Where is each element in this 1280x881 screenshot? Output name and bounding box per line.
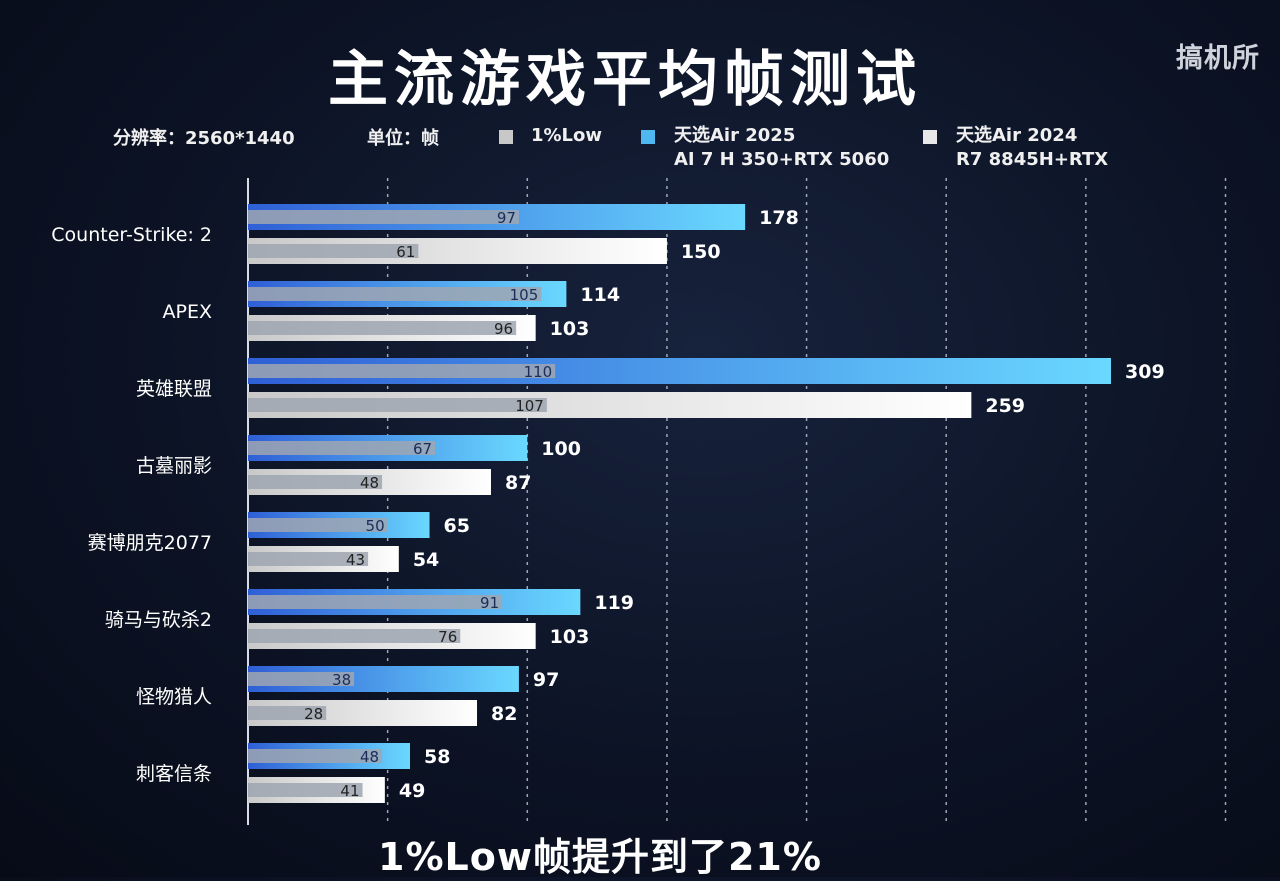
- bar-air2024-low: [248, 244, 419, 258]
- avg-value-label: 259: [985, 395, 1025, 417]
- avg-value-label: 82: [491, 703, 517, 725]
- low-value-label: 48: [360, 474, 379, 492]
- bar-air2024-low: [248, 552, 369, 566]
- avg-value-label: 178: [759, 207, 799, 229]
- legend-swatch-air2024: [923, 130, 937, 144]
- avg-value-label: 54: [413, 549, 439, 571]
- watermark: 搞机所: [1176, 43, 1260, 74]
- low-value-label: 91: [480, 594, 499, 612]
- category-label: APEX: [163, 301, 212, 323]
- low-value-label: 38: [332, 671, 351, 689]
- chart-title: 主流游戏平均帧测试: [328, 45, 922, 115]
- bar-air2024-low: [248, 398, 547, 412]
- avg-value-label: 119: [594, 592, 634, 614]
- bar-air2025-low: [248, 518, 388, 532]
- low-value-label: 97: [497, 209, 516, 227]
- legend-swatch-air2025: [641, 130, 655, 144]
- footer-caption: 1%Low帧提升到了21%: [378, 835, 822, 879]
- avg-value-label: 103: [550, 626, 590, 648]
- bar-air2025-low: [248, 595, 503, 609]
- category-label: 怪物猎人: [136, 686, 212, 708]
- bar-air2024-low: [248, 321, 517, 335]
- unit-label: 单位：帧: [367, 128, 439, 149]
- bar-air2024-low: [248, 475, 383, 489]
- resolution-label: 分辨率：2560*1440: [113, 128, 295, 149]
- avg-value-label: 150: [681, 241, 721, 263]
- low-value-label: 50: [366, 517, 385, 535]
- avg-value-label: 65: [444, 515, 470, 537]
- low-value-label: 61: [396, 243, 415, 261]
- low-value-label: 28: [304, 705, 323, 723]
- category-label: 骑马与砍杀2: [105, 609, 212, 631]
- low-value-label: 48: [360, 748, 379, 766]
- bar-air2025-low: [248, 672, 355, 686]
- avg-value-label: 87: [505, 472, 531, 494]
- low-value-label: 43: [346, 551, 365, 569]
- bar-air2024-low: [248, 706, 327, 720]
- legend-item-air2024: 天选Air 2024 R7 8845H+RTX: [956, 125, 1109, 170]
- avg-value-label: 103: [550, 318, 590, 340]
- bar-air2025-low: [248, 364, 556, 378]
- category-label: 英雄联盟: [136, 378, 212, 400]
- avg-value-label: 58: [424, 746, 450, 768]
- category-label: Counter-Strike: 2: [51, 224, 212, 246]
- bar-air2024-low: [248, 629, 461, 643]
- avg-value-label: 100: [541, 438, 581, 460]
- low-value-label: 67: [413, 440, 432, 458]
- category-label: 古墓丽影: [136, 455, 212, 477]
- legend-swatch-low: [499, 130, 513, 144]
- bar-air2025-low: [248, 210, 519, 224]
- legend-item-low: 1%Low: [531, 125, 603, 146]
- low-value-label: 41: [340, 782, 359, 800]
- low-value-label: 76: [438, 628, 457, 646]
- category-label: 赛博朋克2077: [88, 532, 212, 554]
- avg-value-label: 49: [399, 780, 425, 802]
- avg-value-label: 97: [533, 669, 559, 691]
- category-label: 刺客信条: [136, 763, 212, 785]
- bar-air2025-low: [248, 441, 436, 455]
- low-value-label: 105: [510, 286, 539, 304]
- bar-air2025-low: [248, 749, 383, 763]
- bar-air2025-low: [248, 287, 542, 301]
- low-value-label: 110: [524, 363, 553, 381]
- bar-air2024-low: [248, 783, 363, 797]
- legend-item-air2025: 天选Air 2025 AI 7 H 350+RTX 5060: [674, 125, 890, 170]
- avg-value-label: 309: [1125, 361, 1165, 383]
- low-value-label: 96: [494, 320, 513, 338]
- avg-value-label: 114: [580, 284, 620, 306]
- low-value-label: 107: [515, 397, 544, 415]
